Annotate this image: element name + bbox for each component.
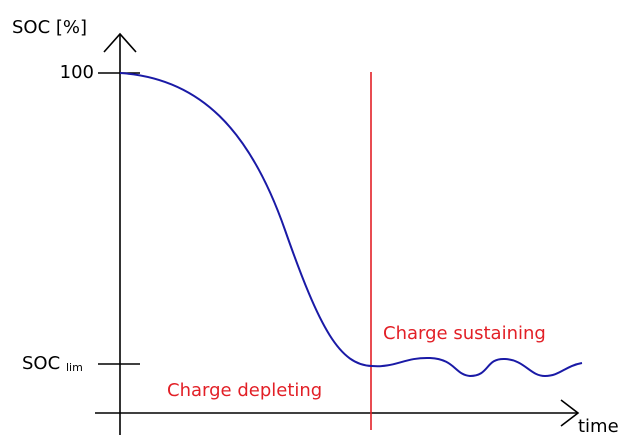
annotation: Charge depleting: [167, 380, 322, 401]
annotation: Charge sustaining: [383, 323, 546, 344]
x-arrow: [560, 399, 580, 427]
tick-label: SOC: [22, 353, 60, 374]
y-label: SOC [%]: [12, 17, 87, 38]
tick-label: 100: [60, 62, 94, 83]
soc-curve: [119, 72, 583, 378]
tick-subscript: lim: [66, 361, 83, 374]
x-label: time: [578, 416, 619, 435]
axes: [95, 32, 580, 435]
y-arrow: [103, 32, 137, 53]
